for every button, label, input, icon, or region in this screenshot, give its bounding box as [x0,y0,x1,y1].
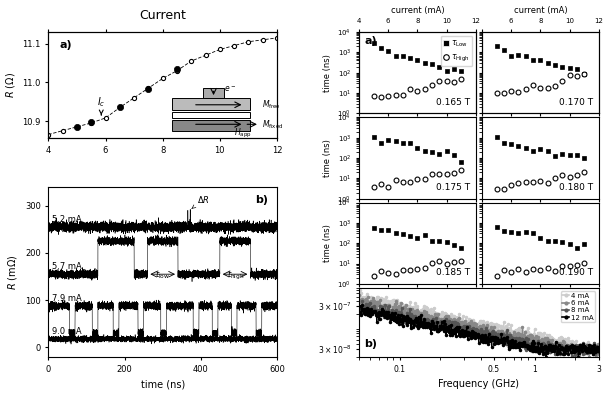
6 mA [499,332,506,336]
Y-axis label: time (ns): time (ns) [323,224,332,262]
Line: 8 mA: 8 mA [358,300,600,357]
Line: 4 mA: 4 mA [358,290,600,356]
X-axis label: current (mA): current (mA) [514,6,567,15]
Text: 9.0 mA: 9.0 mA [52,327,82,336]
8 mA [568,353,575,358]
Text: 0.170 T: 0.170 T [559,98,593,107]
6 mA [552,344,560,349]
8 mA [486,334,493,339]
X-axis label: current (mA): current (mA) [391,6,444,15]
Text: 0.185 T: 0.185 T [436,268,470,277]
Text: $\Delta R$: $\Delta R$ [192,194,210,209]
12 mA [486,338,493,343]
6 mA [595,346,603,351]
6 mA [355,299,362,304]
6 mA [590,348,598,352]
6 mA [470,325,477,330]
8 mA [359,299,366,304]
Text: 0.180 T: 0.180 T [559,183,593,192]
Legend: $\tau_{\rm Low}$, $\tau_{\rm High}$: $\tau_{\rm Low}$, $\tau_{\rm High}$ [441,36,473,66]
12 mA [595,345,603,350]
6 mA [471,327,479,332]
6 mA [486,328,493,333]
Text: b): b) [364,338,377,348]
Text: 7.9 mA: 7.9 mA [52,294,82,303]
8 mA [552,348,560,352]
Y-axis label: time (ns): time (ns) [323,54,332,92]
Text: 0.190 T: 0.190 T [559,268,593,277]
Y-axis label: time (ns): time (ns) [323,139,332,177]
X-axis label: Frequency (GHz): Frequency (GHz) [439,379,520,389]
12 mA [552,345,560,350]
Text: a): a) [365,36,378,46]
12 mA [471,335,479,340]
12 mA [590,343,598,348]
4 mA [499,326,506,330]
12 mA [358,303,365,308]
6 mA [586,355,593,360]
8 mA [470,332,477,337]
4 mA [470,324,477,329]
X-axis label: Current: Current [139,9,186,22]
4 mA [486,322,493,327]
Text: $I_c$: $I_c$ [97,95,105,115]
8 mA [471,330,479,335]
4 mA [355,294,362,298]
Text: $t_{\rm low}$: $t_{\rm low}$ [155,269,170,281]
12 mA [470,330,477,334]
4 mA [592,352,599,357]
6 mA [356,293,363,298]
X-axis label: time (ns): time (ns) [140,379,185,389]
Text: $t_{\rm high}$: $t_{\rm high}$ [227,269,245,282]
4 mA [595,345,603,350]
Text: b): b) [255,195,268,205]
12 mA [499,340,506,345]
Text: 0.175 T: 0.175 T [436,183,470,192]
Line: 12 mA: 12 mA [358,304,600,358]
Legend: 4 mA, 6 mA, 8 mA, 12 mA: 4 mA, 6 mA, 8 mA, 12 mA [561,291,595,322]
4 mA [590,344,597,349]
Y-axis label: $R$ ($\Omega$): $R$ ($\Omega$) [4,72,17,98]
Text: 5.7 mA: 5.7 mA [52,262,82,271]
12 mA [575,355,582,360]
Text: 0.165 T: 0.165 T [436,98,470,107]
12 mA [355,309,362,314]
4 mA [471,320,479,325]
8 mA [595,347,603,352]
Text: 5.2 mA: 5.2 mA [52,215,82,224]
8 mA [590,346,598,350]
8 mA [499,334,506,339]
Text: a): a) [60,40,73,49]
Line: 6 mA: 6 mA [358,294,600,358]
8 mA [355,304,362,309]
4 mA [356,288,364,293]
Y-axis label: $R$ (m$\Omega$): $R$ (m$\Omega$) [6,254,19,290]
4 mA [552,340,560,345]
